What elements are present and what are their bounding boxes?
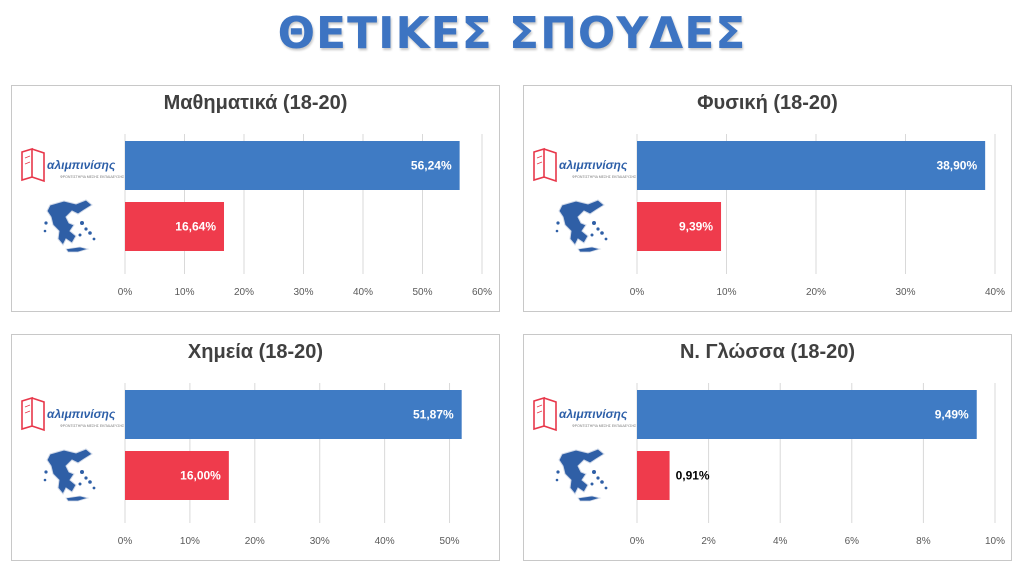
x-tick-label: 20% bbox=[234, 287, 254, 298]
alimpinisis-logo: αλιμπινίσης ΦΡΟΝΤΙΣΤΗΡΙΑ ΜΕΣΗΣ ΕΚΠΑΙΔΕΥΣΗ… bbox=[533, 147, 637, 183]
chart-title: Μαθηματικά (18-20) bbox=[163, 92, 348, 114]
book-icon bbox=[21, 396, 33, 431]
x-tick-label: 30% bbox=[310, 536, 330, 547]
greece-map-icon bbox=[43, 448, 96, 502]
book-icon bbox=[533, 396, 545, 431]
x-tick-label: 10% bbox=[174, 287, 194, 298]
chart-panel-physics: Φυσική (18-20) 0% 10% 20% 30% 40% 38,90% 9,39%… bbox=[523, 85, 1012, 312]
x-tick-label: 40% bbox=[985, 287, 1005, 298]
x-tick-label: 0% bbox=[630, 536, 645, 547]
bar-greece bbox=[637, 451, 670, 500]
logo-text: αλιμπινίσης bbox=[559, 158, 628, 172]
x-tick-label: 10% bbox=[180, 536, 200, 547]
x-tick-label: 0% bbox=[118, 536, 133, 547]
bar-value-label: 51,87% bbox=[413, 408, 454, 422]
greece-map-icon bbox=[555, 199, 608, 253]
bar-value-label: 0,91% bbox=[676, 469, 710, 483]
alimpinisis-logo: αλιμπινίσης ΦΡΟΝΤΙΣΤΗΡΙΑ ΜΕΣΗΣ ΕΚΠΑΙΔΕΥΣΗ… bbox=[533, 396, 637, 432]
greece-map-icon bbox=[43, 199, 96, 253]
chart-panel-chemistry: Χημεία (18-20) 0% 10% 20% 30% 40% 50% 51,87% 16… bbox=[11, 334, 500, 561]
bar-chart-chemistry: 0% 10% 20% 30% 40% 50% 51,87% 16,00% αλιμπινίσης… bbox=[21, 383, 462, 547]
bar-value-label: 56,24% bbox=[411, 159, 452, 173]
x-tick-label: 60% bbox=[472, 287, 492, 298]
alimpinisis-logo: αλιμπινίσης ΦΡΟΝΤΙΣΤΗΡΙΑ ΜΕΣΗΣ ΕΚΠΑΙΔΕΥΣΗ… bbox=[21, 147, 125, 183]
logo-subtext: ΦΡΟΝΤΙΣΤΗΡΙΑ ΜΕΣΗΣ ΕΚΠΑΙΔΕΥΣΗΣ bbox=[572, 175, 637, 179]
bar-school bbox=[125, 390, 462, 439]
x-tick-label: 20% bbox=[806, 287, 826, 298]
bar-value-label: 9,39% bbox=[679, 220, 713, 234]
chart-title: Χημεία (18-20) bbox=[187, 341, 324, 363]
logo-text: αλιμπινίσης bbox=[47, 158, 116, 172]
book-icon bbox=[533, 147, 545, 182]
x-tick-label: 40% bbox=[375, 536, 395, 547]
bar-greece bbox=[125, 451, 229, 500]
bar-value-label: 38,90% bbox=[936, 159, 977, 173]
x-tick-label: 50% bbox=[412, 287, 432, 298]
bar-chart-mathematics: 0% 10% 20% 30% 40% 50% 60% 56,24% 16,64% αλιμπινί… bbox=[21, 134, 492, 298]
bar-value-label: 16,64% bbox=[175, 220, 216, 234]
chart-panel-mathematics: Μαθηματικά (18-20) 0% 10% 20% 30% 40% 50% 60% 5… bbox=[11, 85, 500, 312]
chart-title: Ν. Γλώσσα (18-20) bbox=[679, 341, 856, 363]
logo-text: αλιμπινίσης bbox=[47, 407, 116, 421]
chart-panel-greek-language: Ν. Γλώσσα (18-20) 0% 2% 4% 6% 8% 10% 9,49% 0,91… bbox=[523, 334, 1012, 561]
x-tick-label: 0% bbox=[630, 287, 645, 298]
logo-subtext: ΦΡΟΝΤΙΣΤΗΡΙΑ ΜΕΣΗΣ ΕΚΠΑΙΔΕΥΣΗΣ bbox=[572, 424, 637, 428]
bar-school bbox=[637, 390, 977, 439]
alimpinisis-logo: αλιμπινίσης ΦΡΟΝΤΙΣΤΗΡΙΑ ΜΕΣΗΣ ΕΚΠΑΙΔΕΥΣΗ… bbox=[21, 396, 125, 432]
x-tick-label: 8% bbox=[916, 536, 931, 547]
book-icon bbox=[21, 147, 33, 182]
x-tick-label: 10% bbox=[985, 536, 1005, 547]
bar-chart-greek-language: 0% 2% 4% 6% 8% 10% 9,49% 0,91% αλιμπινίσης ΦΡΟΝΤΙ… bbox=[533, 383, 1005, 547]
logo-subtext: ΦΡΟΝΤΙΣΤΗΡΙΑ ΜΕΣΗΣ ΕΚΠΑΙΔΕΥΣΗΣ bbox=[60, 424, 125, 428]
bar-greece bbox=[125, 202, 225, 251]
x-tick-label: 2% bbox=[701, 536, 716, 547]
x-tick-label: 4% bbox=[773, 536, 788, 547]
chart-title: Φυσική (18-20) bbox=[697, 92, 838, 114]
bar-school bbox=[637, 141, 986, 190]
bar-chart-physics: 0% 10% 20% 30% 40% 38,90% 9,39% αλιμπινίσης ΦΡΟΝ… bbox=[533, 134, 1005, 298]
x-tick-label: 30% bbox=[293, 287, 313, 298]
x-tick-label: 30% bbox=[895, 287, 915, 298]
bar-school bbox=[125, 141, 460, 190]
logo-subtext: ΦΡΟΝΤΙΣΤΗΡΙΑ ΜΕΣΗΣ ΕΚΠΑΙΔΕΥΣΗΣ bbox=[60, 175, 125, 179]
x-tick-label: 0% bbox=[118, 287, 133, 298]
x-tick-label: 40% bbox=[353, 287, 373, 298]
greece-map-icon bbox=[555, 448, 608, 502]
bar-value-label: 16,00% bbox=[180, 469, 221, 483]
x-tick-label: 50% bbox=[440, 536, 460, 547]
x-tick-label: 6% bbox=[845, 536, 860, 547]
x-tick-label: 20% bbox=[245, 536, 265, 547]
page-title: ΘΕΤΙΚΕΣ ΣΠΟΥΔΕΣ bbox=[277, 8, 747, 59]
bar-greece bbox=[637, 202, 722, 251]
x-tick-label: 10% bbox=[716, 287, 736, 298]
logo-text: αλιμπινίσης bbox=[559, 407, 628, 421]
bar-value-label: 9,49% bbox=[935, 408, 969, 422]
